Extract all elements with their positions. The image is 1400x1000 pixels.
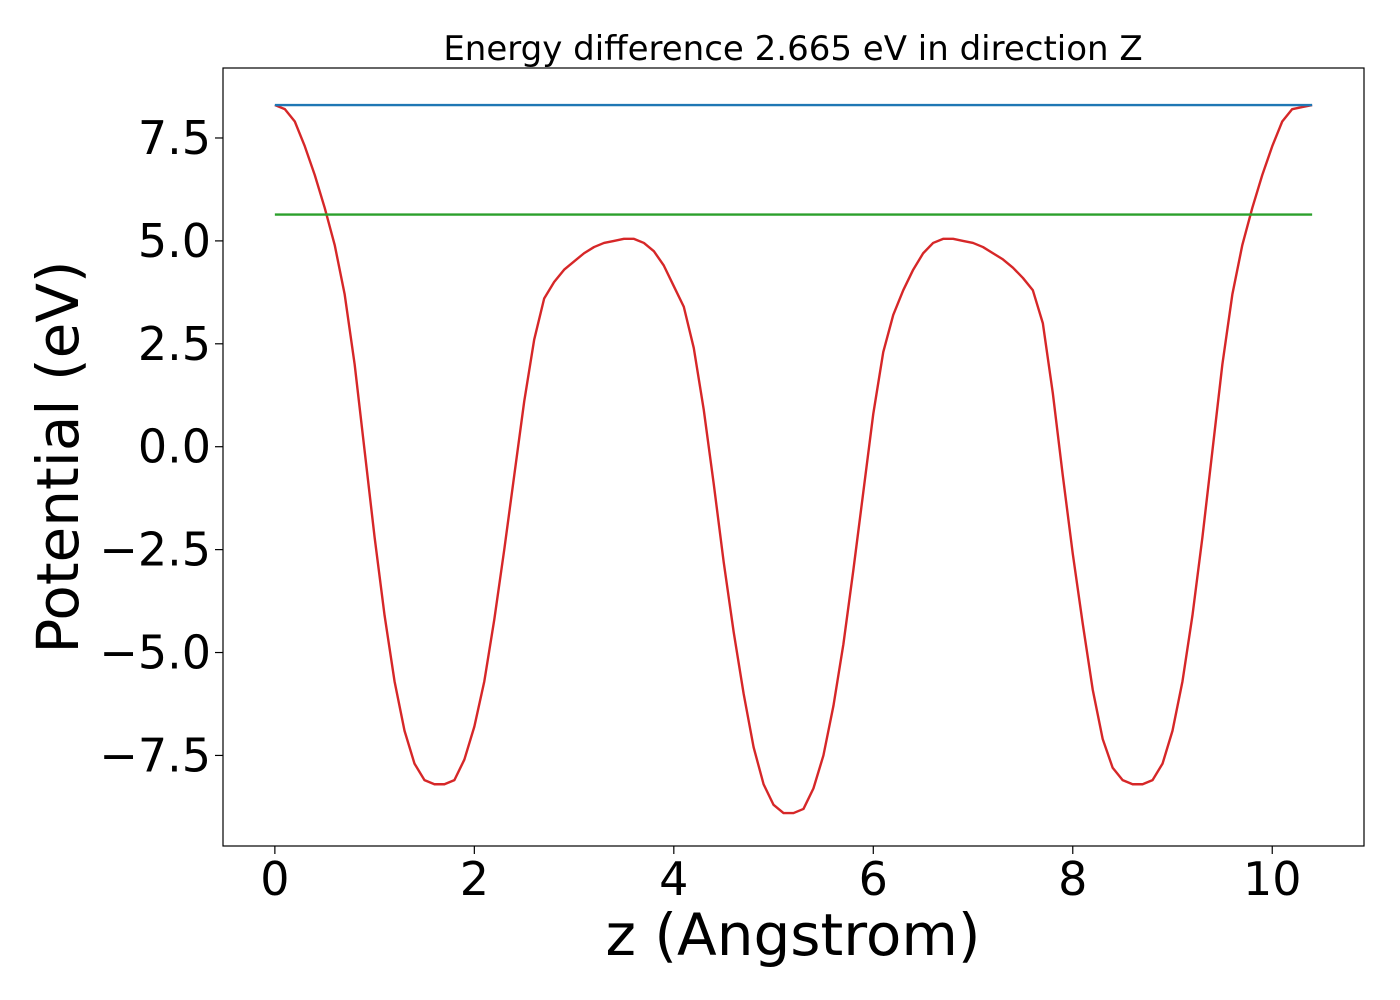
y-tick-label: 5.0 — [138, 214, 211, 268]
plot-area — [222, 67, 1365, 847]
x-axis-label: z (Angstrom) — [606, 901, 981, 969]
y-axis-ticks: −7.5 −5.0 −2.5 0.0 2.5 5.0 7.5 — [99, 111, 223, 782]
axes-frame — [222, 67, 1365, 847]
x-tick-label: 4 — [659, 852, 688, 906]
x-tick-label: 6 — [859, 852, 888, 906]
series-line-0 — [274, 103, 1313, 815]
x-tick-label: 10 — [1243, 852, 1302, 906]
x-tick-label: 2 — [460, 852, 489, 906]
y-tick-label: −7.5 — [99, 728, 211, 782]
y-tick-label: −5.0 — [99, 626, 211, 680]
y-tick-label: −2.5 — [99, 523, 211, 577]
y-axis-label: Potential (eV) — [24, 260, 92, 653]
y-tick-label: 7.5 — [138, 111, 211, 165]
series-layer — [274, 103, 1313, 815]
y-tick-label: 0.0 — [138, 420, 211, 474]
x-tick-label: 0 — [260, 852, 289, 906]
chart-title: Energy difference 2.665 eV in direction … — [443, 29, 1142, 69]
y-tick-label: 2.5 — [138, 317, 211, 371]
x-axis-ticks: 0 2 4 6 8 10 — [260, 846, 1302, 906]
x-tick-label: 8 — [1058, 852, 1087, 906]
